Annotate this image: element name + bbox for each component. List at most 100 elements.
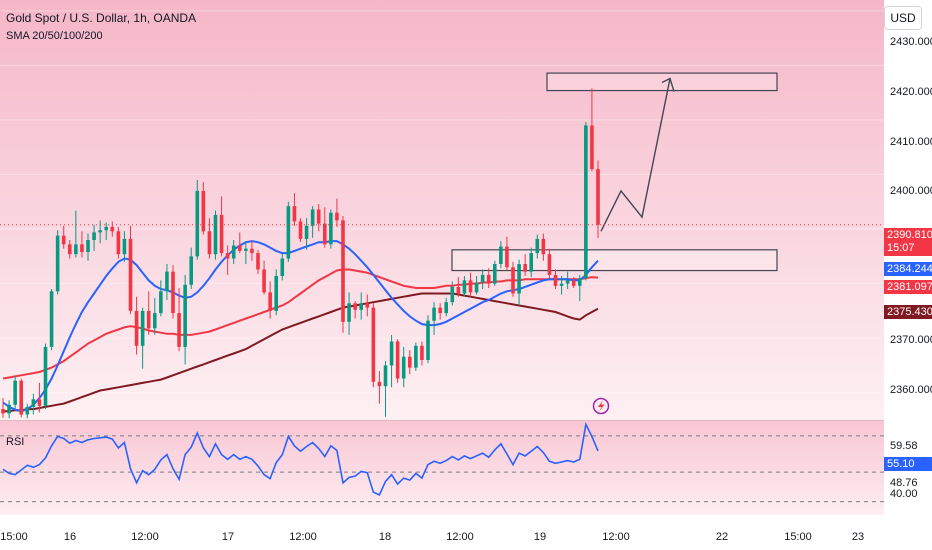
rsi-current-tag: 55.10 — [884, 457, 932, 471]
candle-body — [371, 307, 376, 382]
candle — [13, 376, 17, 410]
candle — [480, 269, 485, 290]
candle — [304, 218, 309, 250]
candle-body — [420, 345, 424, 360]
candle-body — [401, 356, 406, 379]
time-tick: 15:00 — [0, 531, 28, 543]
candle-body — [523, 264, 527, 272]
candle — [341, 216, 345, 333]
time-tick: 22 — [715, 531, 729, 543]
candle-body — [322, 223, 327, 245]
candle-body — [128, 238, 133, 311]
candle — [122, 231, 127, 262]
candle-body — [74, 244, 78, 255]
candle — [365, 294, 370, 317]
candle — [499, 241, 503, 269]
candle-body — [13, 380, 17, 405]
candle-body — [517, 264, 521, 294]
candle — [231, 240, 236, 264]
zone-box[interactable] — [451, 249, 778, 272]
candle — [292, 193, 297, 226]
candle — [401, 346, 406, 388]
candle — [256, 249, 260, 274]
candle-body — [31, 399, 36, 407]
sma-red-line — [2, 268, 599, 380]
candle — [225, 245, 230, 275]
main-pane-background — [0, 0, 884, 420]
candle-body — [584, 125, 588, 279]
candle — [335, 198, 339, 227]
candle-body — [110, 226, 115, 232]
price-tick: 2370.000 — [890, 334, 932, 346]
candle-body — [80, 244, 84, 252]
candle — [505, 236, 509, 271]
sma-dark-tag: 2375.430 — [884, 305, 932, 319]
time-tick: 12:00 — [602, 531, 630, 543]
candle-body — [25, 406, 30, 415]
candle-body — [298, 221, 303, 239]
candle — [286, 201, 291, 262]
candle — [92, 224, 96, 251]
candle-body — [474, 282, 479, 293]
candle — [596, 160, 600, 238]
candle — [189, 247, 194, 290]
candle — [426, 315, 430, 364]
candle-body — [292, 206, 297, 222]
candle — [86, 233, 90, 261]
candle-body — [207, 231, 212, 255]
price-tick: 2430.000 — [890, 36, 932, 48]
price-tick: 2420.000 — [890, 86, 932, 98]
rsi-tick: 40.00 — [890, 488, 918, 500]
candle-body — [407, 356, 412, 368]
candle — [219, 196, 224, 257]
candle — [432, 302, 436, 335]
lightning-icon[interactable] — [592, 397, 610, 415]
candle-body — [171, 271, 175, 314]
time-tick: 19 — [533, 531, 547, 543]
candle — [316, 204, 321, 232]
candle-body — [86, 240, 90, 252]
candle-body — [365, 303, 370, 308]
rsi-tick: 59.58 — [890, 440, 918, 452]
candle — [389, 334, 394, 388]
candle-body — [553, 274, 558, 286]
indicator-legend[interactable]: SMA 20/50/100/200 — [6, 30, 103, 42]
time-axis-background — [0, 515, 932, 550]
candle-body — [329, 212, 333, 245]
candle — [322, 207, 327, 248]
chart-title: Gold Spot / U.S. Dollar, 1h, OANDA — [6, 11, 197, 25]
candle — [201, 182, 206, 235]
candle-body — [286, 206, 291, 259]
candle-body — [432, 307, 436, 321]
candle — [553, 269, 558, 290]
candle — [584, 122, 588, 281]
candle — [25, 403, 30, 419]
candle-body — [359, 303, 364, 310]
sma-red-tag: 2381.097 — [884, 280, 932, 294]
candle — [571, 277, 576, 288]
candle — [577, 274, 582, 302]
price-tick: 2410.000 — [890, 136, 932, 148]
candle-body — [189, 256, 194, 285]
candle — [31, 393, 36, 415]
projection-arrow[interactable] — [600, 77, 675, 232]
candle — [450, 281, 455, 306]
candle — [43, 343, 48, 410]
candle — [359, 292, 364, 320]
candle — [456, 277, 461, 297]
candle — [140, 307, 145, 369]
grid-lines — [0, 10, 884, 394]
currency-button[interactable]: USD — [884, 6, 922, 30]
countdown: 15:07 — [887, 242, 915, 254]
candle-body — [274, 276, 279, 311]
candle-body — [104, 226, 109, 231]
candle-body — [462, 280, 467, 294]
candle-body — [480, 274, 485, 283]
candle-body — [414, 345, 418, 368]
candle — [407, 350, 412, 375]
candle-body — [559, 283, 564, 286]
candle-body — [165, 271, 169, 292]
rsi-label[interactable]: RSI — [6, 436, 25, 448]
candle-body — [547, 254, 552, 275]
